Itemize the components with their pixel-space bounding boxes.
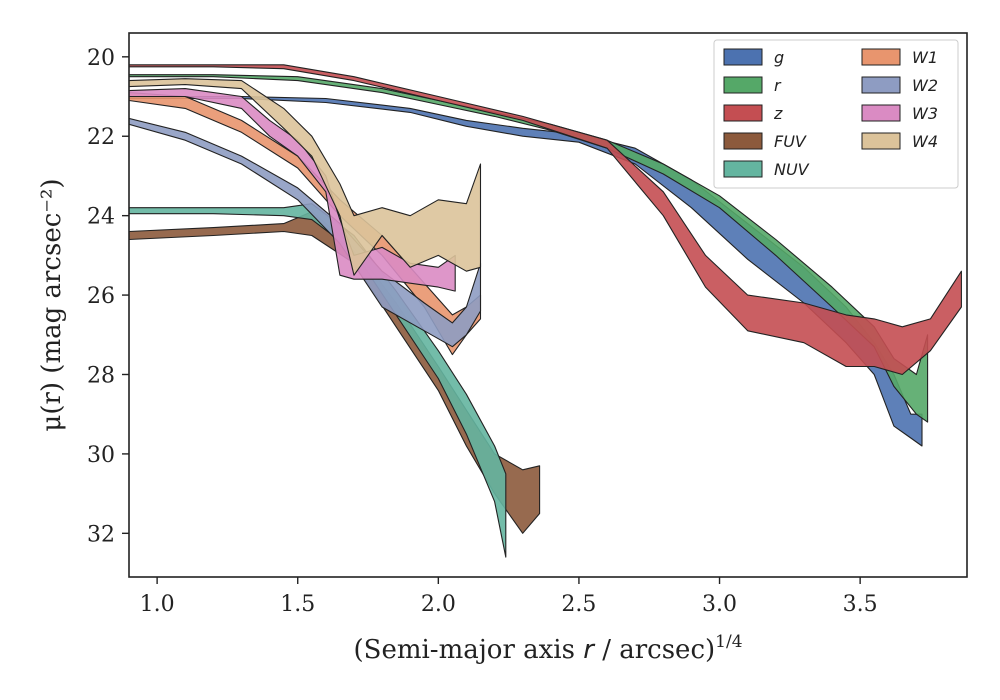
x-tick-label: 1.0 xyxy=(140,592,175,617)
legend-swatch-g xyxy=(723,48,763,66)
x-axis-label-exponent: 1/4 xyxy=(715,632,742,652)
area-z xyxy=(129,64,962,376)
y-tick-label: 28 xyxy=(87,363,115,388)
x-axis-label-head: (Semi-major axis xyxy=(353,635,574,665)
y-tick-label: 20 xyxy=(87,46,115,71)
y-tick-label: 22 xyxy=(87,125,115,150)
legend-swatch-fuv xyxy=(723,132,763,150)
legend-label-r: r xyxy=(774,76,782,95)
legend-label-w2: W2 xyxy=(912,76,938,95)
x-axis-label-tail: / arcsec) xyxy=(602,635,715,665)
area-w2 xyxy=(129,117,482,348)
legend-label-g: g xyxy=(774,48,784,67)
legend-label-z: z xyxy=(773,104,783,123)
x-axis-label: (Semi-major axis r / arcsec)1/4 xyxy=(353,632,742,665)
y-axis-label: μ(r) (mag arcsec⁻²) xyxy=(37,178,67,431)
x-tick-label: 1.5 xyxy=(280,592,315,617)
x-axis-label-var: r xyxy=(583,635,596,665)
y-tick-label: 32 xyxy=(87,522,115,547)
series-areas xyxy=(129,64,962,558)
area-g xyxy=(129,95,923,447)
x-tick-label: 2.5 xyxy=(561,592,596,617)
x-axis-ticks: 1.0 1.5 2.0 2.5 3.0 3.5 xyxy=(140,577,878,617)
legend-swatch-z xyxy=(723,104,763,122)
legend-swatch-w4 xyxy=(861,132,901,150)
x-tick-label: 3.5 xyxy=(843,592,878,617)
legend-label-nuv: NUV xyxy=(774,160,810,179)
legend-label-w4: W4 xyxy=(912,132,938,151)
legend-swatch-r xyxy=(723,76,763,94)
legend-swatch-nuv xyxy=(723,160,763,178)
y-tick-label: 24 xyxy=(87,205,115,230)
y-tick-label: 26 xyxy=(87,284,115,309)
y-tick-label: 30 xyxy=(87,443,115,468)
legend-swatch-w3 xyxy=(861,104,901,122)
legend-swatch-w2 xyxy=(861,76,901,94)
legend-label-w1: W1 xyxy=(912,48,938,67)
y-axis-ticks: 20 22 24 26 28 30 32 xyxy=(87,46,129,547)
legend-label-fuv: FUV xyxy=(774,132,807,151)
legend-swatch-w1 xyxy=(861,48,901,66)
area-w4 xyxy=(129,78,482,276)
plot-frame xyxy=(128,32,968,578)
legend-label-w3: W3 xyxy=(912,104,938,123)
x-tick-label: 2.0 xyxy=(421,592,456,617)
legend: grz FUV NUV W1 W2 W3 W4 xyxy=(713,39,959,189)
x-tick-label: 3.0 xyxy=(702,592,737,617)
